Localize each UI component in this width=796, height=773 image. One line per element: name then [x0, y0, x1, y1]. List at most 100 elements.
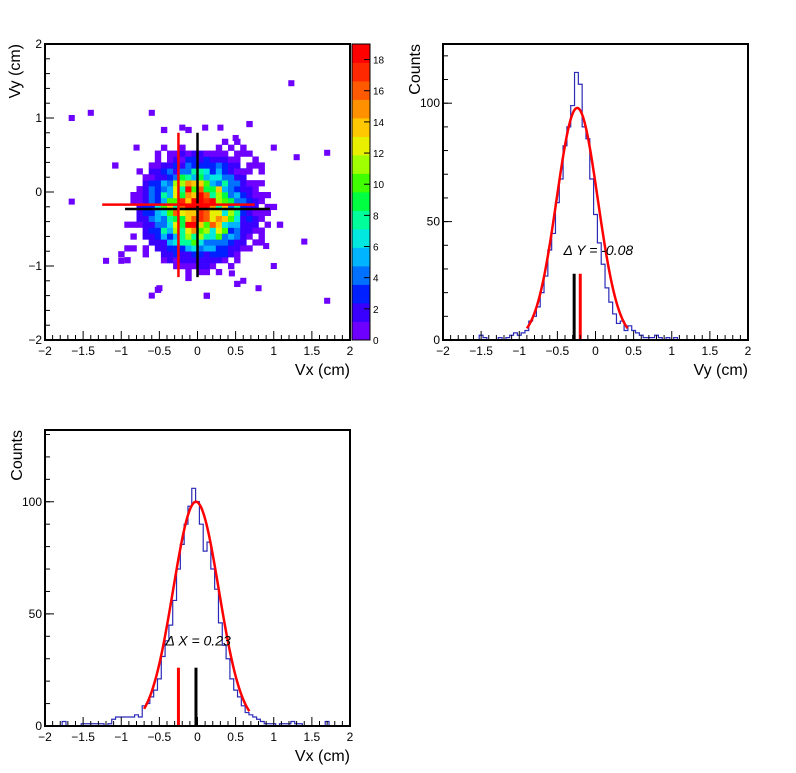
heatmap-cell	[148, 186, 156, 193]
heatmap-cell	[221, 192, 229, 199]
x-tick-label: 0	[194, 730, 201, 744]
heatmap-cell	[154, 174, 162, 181]
heatmap-cell	[167, 174, 174, 181]
heatmap-cell	[221, 239, 229, 246]
heatmap-cell	[154, 168, 162, 175]
plot-frame	[44, 429, 351, 727]
heatmap-cell	[154, 215, 162, 222]
heatmap-cell	[209, 251, 217, 258]
colorbar-segment	[352, 321, 370, 341]
heatmap-cell	[246, 215, 253, 222]
heatmap-cell	[246, 162, 253, 169]
heatmap-cell	[191, 174, 198, 181]
heatmap-cell	[240, 144, 247, 151]
heatmap-cell	[209, 227, 217, 234]
heatmap-cell	[173, 209, 180, 216]
heatmap-cell	[160, 245, 168, 252]
heatmap-cell	[173, 203, 180, 211]
heatmap-cell	[191, 203, 198, 211]
heatmap-cell	[185, 209, 192, 216]
heatmap-cell	[209, 197, 217, 205]
heatmap-cell	[179, 257, 186, 264]
heatmap-cell	[246, 150, 253, 157]
heatmap-cell	[136, 186, 143, 193]
heatmap-cell	[215, 156, 223, 163]
heatmap-cell	[240, 174, 247, 181]
x-axis-label: Vx (cm)	[295, 748, 350, 765]
heatmap-cell	[130, 245, 137, 252]
heatmap-cell	[209, 215, 217, 222]
heatmap-cell	[148, 203, 156, 211]
heatmap-cell	[191, 150, 198, 157]
heatmap-cell	[258, 180, 265, 187]
heatmap-cell	[160, 239, 168, 246]
heatmap-cell	[246, 245, 253, 252]
heatmap-cell	[215, 227, 223, 234]
heatmap-cell	[167, 186, 174, 193]
heatmap-cell	[179, 263, 186, 270]
heatmap-cell	[228, 162, 235, 169]
heatmap-cell	[215, 257, 223, 264]
heatmap-cell	[185, 215, 192, 222]
heatmap-cell	[167, 215, 174, 222]
colorbar-tick-label: 2	[373, 305, 379, 316]
heatmap-cell	[234, 221, 241, 228]
colorbar: 0 2 4 6 8 10 12 14 16 18	[351, 43, 385, 347]
heatmap-outlier-cell	[240, 277, 247, 284]
heatmap-cell	[203, 221, 210, 228]
heatmap-cell	[160, 203, 168, 211]
x-tick-label: −1	[114, 730, 128, 744]
heatmap-cell	[179, 180, 186, 187]
heatmap-outlier-cell	[148, 292, 155, 299]
heatmap-cell	[185, 239, 192, 246]
heatmap-outlier-cell	[103, 257, 110, 264]
heatmap-cell	[209, 162, 217, 169]
heatmap-cell	[258, 239, 265, 246]
heatmap-cell	[203, 239, 210, 246]
heatmap-cell	[136, 215, 143, 222]
heatmap-cell	[191, 180, 198, 187]
heatmap-cell	[203, 233, 210, 240]
colorbar-tick-label: 4	[373, 274, 379, 285]
heatmap-cell	[191, 239, 198, 246]
heatmap-cell	[142, 174, 149, 181]
heatmap-cell	[215, 174, 223, 181]
heatmap-cell	[173, 192, 180, 199]
heatmap-cell	[160, 233, 168, 240]
heatmap-cell	[234, 280, 241, 288]
colorbar-tick-label: 6	[373, 243, 379, 254]
y-tick-label: 50	[427, 215, 441, 229]
heatmap-cell	[191, 233, 198, 240]
heatmap-cell	[173, 227, 180, 234]
heatmap-cell	[246, 233, 253, 240]
colorbar-segment	[352, 44, 370, 63]
heatmap-cell	[240, 245, 247, 252]
heatmap-cell	[234, 251, 241, 258]
heatmap-cell	[264, 203, 271, 211]
heatmap-cell	[167, 233, 174, 240]
colorbar-segment	[352, 81, 370, 100]
heatmap-cell	[130, 233, 137, 240]
heatmap-cell	[173, 180, 180, 187]
heatmap-cell	[154, 221, 162, 228]
heatmap-cell	[203, 180, 210, 187]
heatmap-cell	[264, 209, 271, 216]
heatmap-cell	[191, 209, 198, 216]
heatmap-cell	[240, 180, 247, 187]
heatmap-cell	[228, 215, 235, 222]
heatmap-cell	[197, 174, 204, 181]
heatmap-cell	[197, 180, 204, 187]
heatmap-cell	[167, 239, 174, 246]
heatmap-cell	[179, 144, 186, 151]
heatmap-cell	[179, 227, 186, 234]
heatmap-cell	[234, 227, 241, 234]
heatmap-cell	[160, 180, 168, 187]
heatmap-cell	[203, 192, 210, 199]
heatmap-cell	[197, 197, 204, 205]
colorbar-segment	[352, 229, 370, 248]
heatmap-cell	[179, 162, 186, 169]
heatmap-cell	[185, 168, 192, 175]
colorbar-segment	[352, 62, 370, 82]
heatmap-cell	[221, 174, 229, 181]
